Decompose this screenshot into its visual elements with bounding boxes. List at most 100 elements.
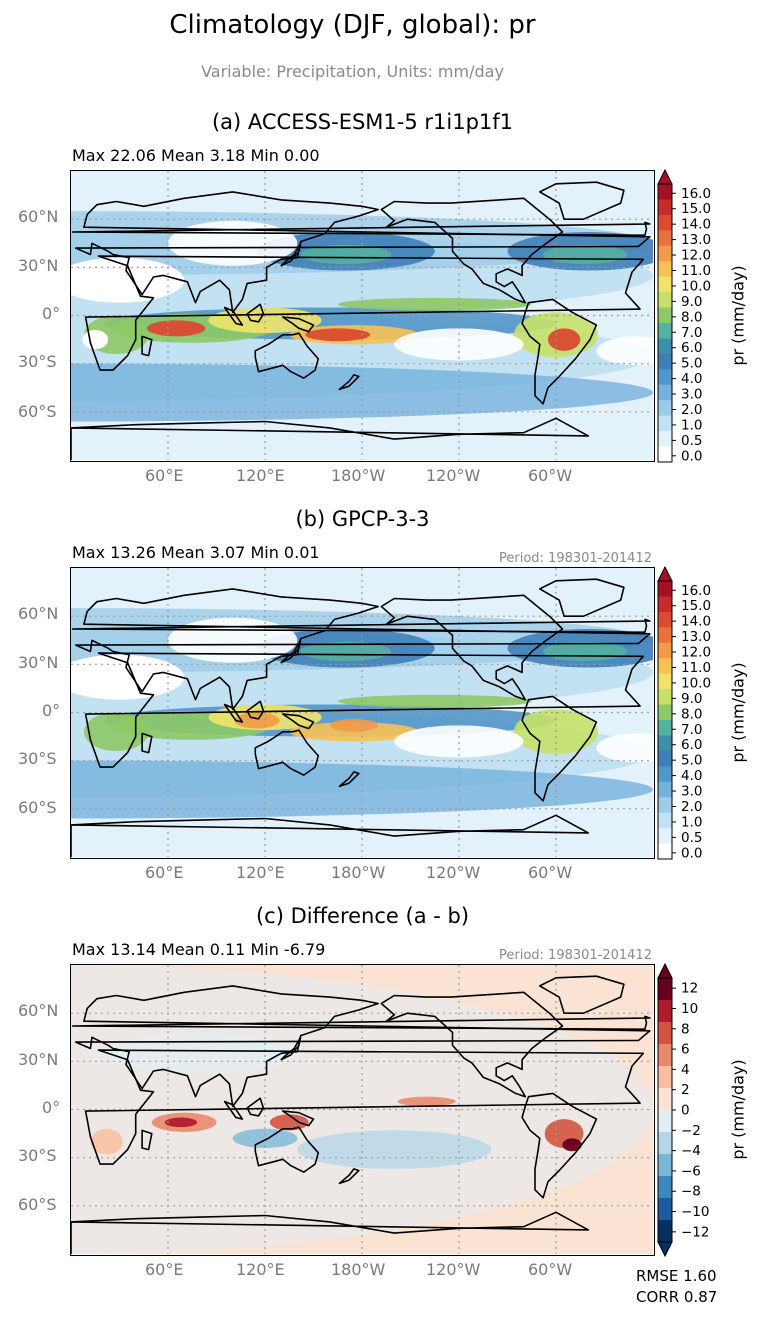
colorbar-tick-label: −12 <box>681 1224 710 1240</box>
colorbar-extend-arrow <box>657 565 673 582</box>
colorbar-tick-label: 3.0 <box>681 784 702 800</box>
map-canvas <box>71 171 653 460</box>
lon-label-60w: 60°W <box>528 466 573 485</box>
panel-a-colorbar: 16.0 15.0 14.0 13.0 12.0 11.0 10.0 9.0 8.0 7.0 6.0… <box>657 168 718 464</box>
lon-label-120e: 120°E <box>236 863 285 882</box>
coastline-borneo <box>246 1097 265 1117</box>
coastline-borneo <box>246 303 265 323</box>
colorbar-tick-label: 10.0 <box>681 675 711 691</box>
diff-pos-africa <box>90 1128 123 1155</box>
coastline-newGuinea <box>282 316 315 333</box>
colorbar-swatch <box>658 1044 672 1067</box>
lon-label-120w: 120°W <box>426 466 481 485</box>
coastline-newGuinea <box>282 713 315 730</box>
coastline-antarctica <box>71 417 590 460</box>
colorbar-swatch <box>658 581 672 597</box>
lat-label-60s: 60°S <box>18 1195 57 1214</box>
colorbar-tick-label: 2 <box>681 1082 690 1098</box>
coastline-eurasia <box>75 588 651 711</box>
asia-dry <box>168 617 298 663</box>
colorbar-swatch <box>658 323 672 339</box>
colorbar-tick-label: 7.0 <box>681 722 702 738</box>
coastline-northAmerica <box>380 594 564 701</box>
colorbar-swatch <box>658 400 672 417</box>
coastline-africa <box>84 255 645 371</box>
metrics-box: RMSE 1.60 CORR 0.87 <box>636 1266 717 1308</box>
coastline-africa <box>84 652 645 768</box>
panel-a-stats: Max 22.06 Mean 3.18 Min 0.00 <box>72 146 320 165</box>
colorbar-tick-label: 6 <box>681 1042 690 1058</box>
colorbar-swatch <box>658 735 672 752</box>
panel-c-map[interactable] <box>70 964 655 1256</box>
coastline-greenland <box>539 578 625 617</box>
coastline-antarctica <box>71 814 590 857</box>
coastline-newZealand <box>338 771 360 788</box>
panel-c-period: Period: 198301-201412 <box>499 948 652 963</box>
ncz-band <box>337 297 532 311</box>
panel-a-map[interactable] <box>70 170 655 462</box>
colorbar-swatch <box>658 797 672 814</box>
lon-label-60e: 60°E <box>145 1260 184 1279</box>
colorbar-swatch <box>658 431 672 448</box>
colorbar-swatch <box>658 353 672 370</box>
colorbar-swatch <box>658 689 672 706</box>
lat-label-30s: 30°S <box>18 352 57 371</box>
storm-track-s <box>71 760 653 819</box>
lat-label-60s: 60°S <box>18 798 57 817</box>
lat-label-eq: 0° <box>42 304 61 323</box>
colorbar-tick-label: 2.0 <box>681 402 702 418</box>
coastline-sumatra <box>223 306 244 326</box>
colorbar-tick-label: −2 <box>681 1123 701 1139</box>
coastline-madagascar <box>141 335 153 357</box>
lat-label-60s: 60°S <box>18 402 57 421</box>
colorbar-tick-label: 0.0 <box>681 448 702 464</box>
colorbar-frame <box>657 580 673 860</box>
panel-c-cbar-label: pr (mm/day) <box>728 1058 748 1160</box>
lat-label-30s: 30°S <box>18 1146 57 1165</box>
lat-label-30n: 30°N <box>18 653 59 672</box>
panel-b-cbar-label: pr (mm/day) <box>728 661 748 763</box>
colorbar-svg: 16.015.014.013.012.011.010.09.08.07.06.0… <box>657 565 711 861</box>
colorbar-swatch <box>658 261 672 278</box>
se-pacific-dry <box>394 725 524 758</box>
panel-b-map[interactable] <box>70 567 655 859</box>
colorbar-swatch <box>658 642 672 659</box>
colorbar-tick-label: 11.0 <box>681 263 711 279</box>
coastline-newZealand <box>338 374 360 391</box>
asia-dry <box>168 220 298 266</box>
colorbar-swatch <box>658 627 672 644</box>
figure-title: Climatology (DJF, global): pr <box>169 10 536 40</box>
colorbar-tick-label: 3.0 <box>681 387 702 403</box>
storm-track-s <box>71 363 653 422</box>
lon-label-180w: 180°W <box>331 1260 386 1279</box>
coastline-southAmerica <box>521 1092 598 1199</box>
ncz-band <box>337 694 532 708</box>
colorbar-tick-label: 10 <box>681 1001 698 1017</box>
colorbar-tick-label: 0.5 <box>681 830 702 846</box>
colorbar-tick-label: 0 <box>681 1103 690 1119</box>
lat-label-60n: 60°N <box>18 604 59 623</box>
colorbar-tick-label: 5.0 <box>681 753 702 769</box>
colorbar-tick-label: −10 <box>681 1204 710 1220</box>
colorbar-tick-label: 9.0 <box>681 691 702 707</box>
colorbar-tick-label: 7.0 <box>681 325 702 341</box>
colorbar-tick-label: 1.0 <box>681 417 702 433</box>
colorbar-svg: 16.015.014.013.012.011.010.09.08.07.06.0… <box>657 168 711 464</box>
colorbar-swatch <box>658 781 672 798</box>
colorbar-tick-label: 6.0 <box>681 340 702 356</box>
colorbar-svg: 12 10 8 6 4 2 0 −2 −4 −6 −8 −10 −12 <box>657 962 710 1258</box>
coastline-britain <box>71 618 651 633</box>
diff-neg-asia <box>103 1034 298 1073</box>
colorbar-tick-label: 0.0 <box>681 845 702 861</box>
colorbar-swatch <box>658 766 672 783</box>
coastline-sumatra <box>223 703 244 723</box>
map-canvas <box>71 965 653 1254</box>
coastline-greenland <box>539 975 625 1014</box>
diff-pos-ncz <box>397 1096 456 1107</box>
se-atlantic-dry <box>596 733 653 763</box>
colorbar-swatch <box>658 338 672 355</box>
coastline-sumatra <box>223 1100 244 1120</box>
coastline-africa <box>84 1049 645 1165</box>
colorbar-tick-label: 12 <box>681 981 698 997</box>
colorbar-swatch <box>658 1198 672 1221</box>
